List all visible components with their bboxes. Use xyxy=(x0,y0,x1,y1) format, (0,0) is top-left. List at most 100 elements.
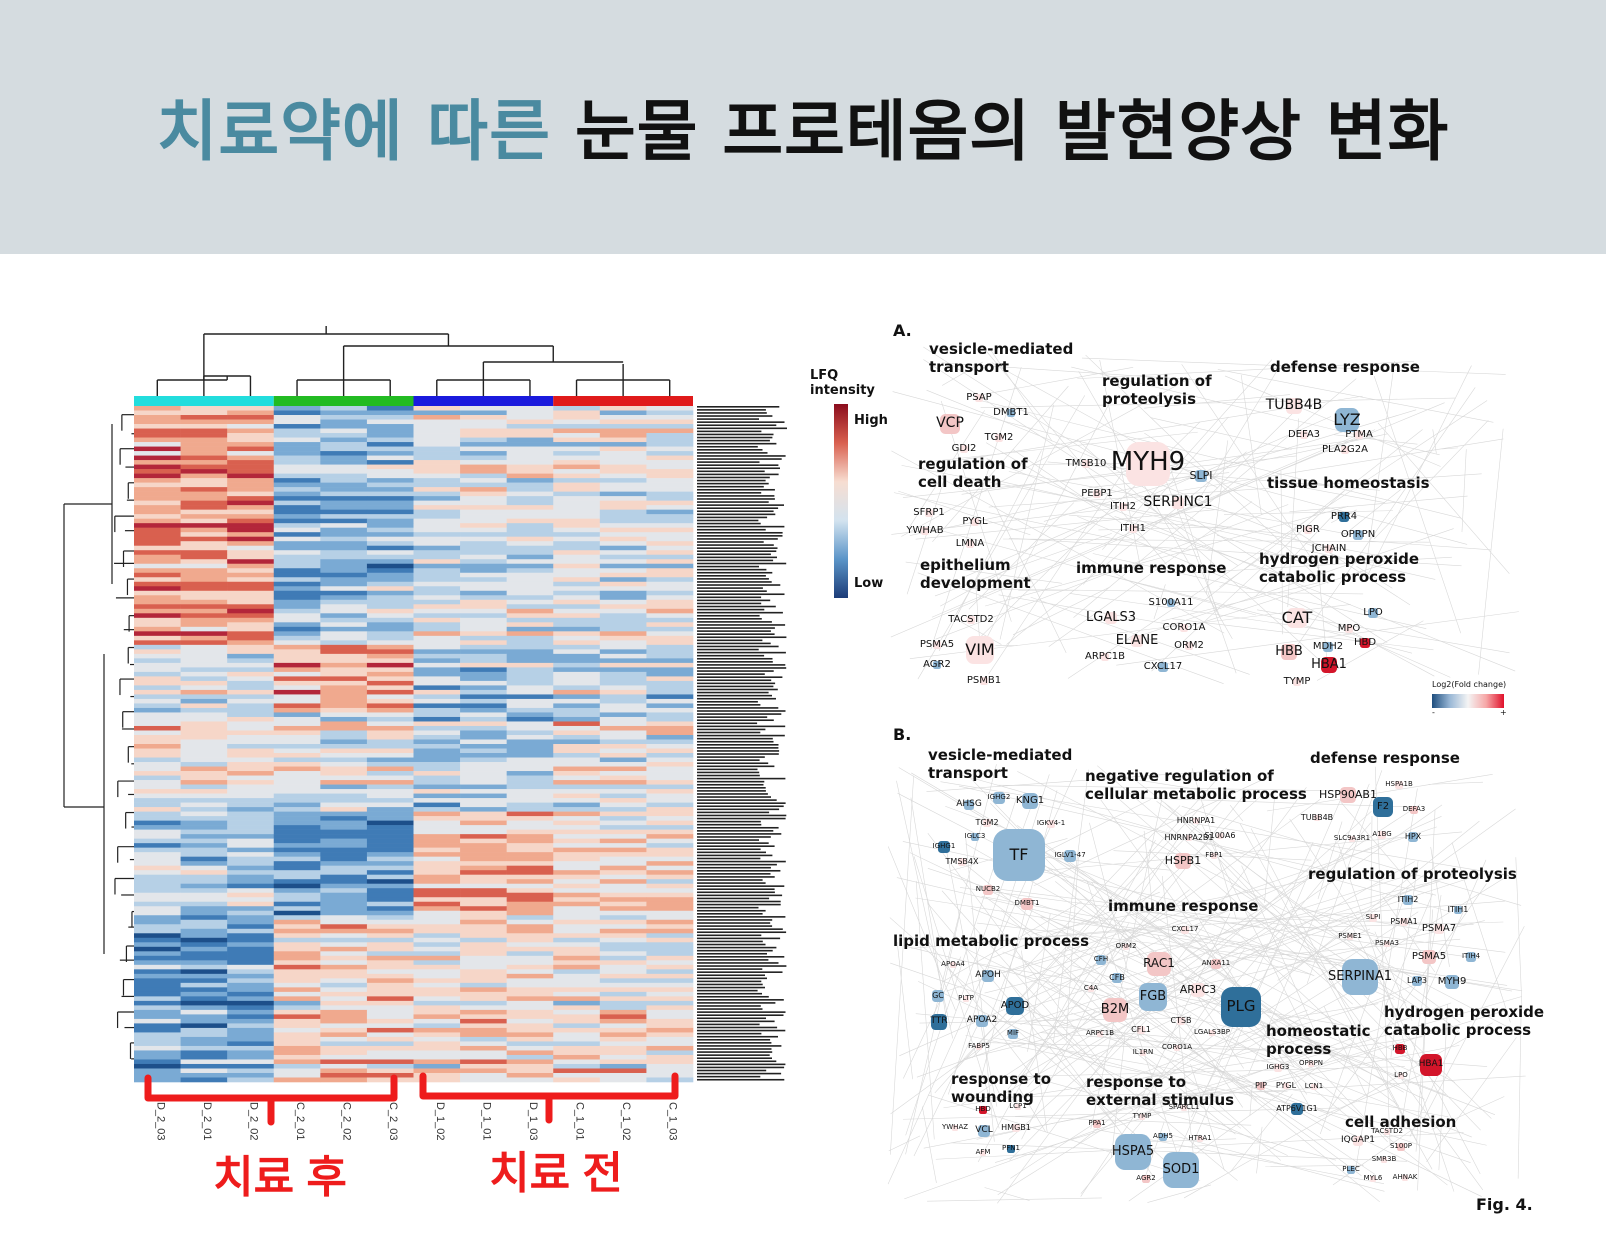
row-label-mark xyxy=(697,928,783,930)
heatmap-cell xyxy=(460,446,507,452)
heatmap-cell xyxy=(320,870,368,875)
network-edge xyxy=(1515,857,1523,1010)
network-edge xyxy=(941,890,1087,1054)
heatmap-cell xyxy=(366,811,414,817)
heatmap-cell xyxy=(366,874,414,880)
heatmap-cell xyxy=(599,424,647,429)
heatmap-cell xyxy=(460,861,507,866)
heatmap-cell xyxy=(134,487,181,492)
heatmap-cell xyxy=(366,437,414,443)
row-label-mark xyxy=(697,1020,775,1023)
panel-b-node xyxy=(1088,986,1094,992)
heatmap-cell xyxy=(599,897,647,903)
network-edge xyxy=(1009,1019,1148,1161)
row-label-mark xyxy=(697,704,761,706)
heatmap-cell xyxy=(366,586,414,592)
network-edge xyxy=(1143,830,1153,906)
heatmap-cell xyxy=(460,843,507,848)
row-label-mark xyxy=(697,700,758,703)
heatmap-cell xyxy=(646,667,694,673)
heatmap-cell xyxy=(460,1050,507,1056)
heatmap-cell xyxy=(646,433,694,438)
heatmap-cell xyxy=(366,1072,414,1078)
panel-b-node xyxy=(983,819,991,827)
heatmap-cell xyxy=(180,608,228,614)
heatmap-cell xyxy=(599,608,647,614)
heatmap-cell xyxy=(413,676,461,682)
panel-a-node xyxy=(1304,526,1312,534)
row-label-mark xyxy=(697,873,771,875)
heatmap-cell xyxy=(413,883,461,889)
heatmap-cell xyxy=(134,676,181,682)
heatmap-cell xyxy=(273,1068,321,1074)
panel-b-gene-label: HBB xyxy=(1392,1044,1408,1053)
heatmap-cell xyxy=(366,568,414,574)
heatmap-cell xyxy=(134,541,181,547)
heatmap-cell xyxy=(646,464,694,470)
panel-b-node xyxy=(1454,906,1462,914)
heatmap-cell xyxy=(553,982,601,988)
panel-b-node xyxy=(1186,835,1192,841)
row-label-mark xyxy=(697,565,759,568)
heatmap-cell xyxy=(366,433,414,438)
row-label-mark xyxy=(697,857,761,860)
heatmap-cell xyxy=(460,644,507,650)
network-edge xyxy=(1002,975,1134,1111)
heatmap-cell xyxy=(320,829,368,835)
heatmap-cell xyxy=(413,856,461,862)
heatmap-cell xyxy=(599,1018,647,1024)
heatmap-cell xyxy=(646,577,694,583)
panel-b-gene-label: IL1RN xyxy=(1132,1048,1154,1057)
network-edge xyxy=(1181,806,1522,906)
heatmap-cell xyxy=(134,811,181,817)
heatmap-cell xyxy=(506,888,554,894)
heatmap-cell xyxy=(413,784,461,790)
heatmap-cell xyxy=(320,631,368,637)
heatmap-cell xyxy=(599,644,647,650)
heatmap-cell xyxy=(134,865,181,871)
row-label-mark xyxy=(697,799,777,801)
panel-a-gene-label: PRR4 xyxy=(1330,510,1358,522)
heatmap-cell xyxy=(599,870,647,875)
heatmap-cell xyxy=(506,937,554,943)
heatmap-cell xyxy=(366,1054,414,1060)
heatmap-cell xyxy=(227,716,275,722)
heatmap-cell xyxy=(320,757,368,763)
heatmap-cell xyxy=(366,865,414,871)
heatmap-cell xyxy=(366,1014,414,1020)
heatmap-cell xyxy=(599,784,647,790)
heatmap-cell xyxy=(180,500,228,506)
heatmap-cell xyxy=(180,730,228,736)
heatmap-cell xyxy=(599,527,647,533)
network-edge xyxy=(1231,1013,1496,1115)
panel-b-node xyxy=(1395,781,1403,789)
heatmap-cell xyxy=(646,897,694,903)
heatmap-cell xyxy=(134,847,181,853)
heatmap-cell xyxy=(553,491,601,497)
panel-b-node xyxy=(1147,952,1171,976)
network-edge xyxy=(1116,611,1519,666)
heatmap-cell xyxy=(227,577,275,583)
heatmap-cell xyxy=(180,541,228,547)
heatmap-cell xyxy=(366,771,414,776)
heatmap-cell xyxy=(506,847,554,853)
network-edge xyxy=(1018,805,1181,976)
heatmap-cell xyxy=(460,559,507,565)
heatmap-cell xyxy=(646,419,694,425)
panel-b-node xyxy=(1402,1175,1408,1181)
heatmap-cell xyxy=(460,550,507,556)
heatmap-cell xyxy=(320,798,368,803)
heatmap-cell xyxy=(599,955,647,961)
panel-a-gene-label: PEBP1 xyxy=(1081,487,1113,499)
heatmap-cell xyxy=(553,771,601,776)
heatmap-cell xyxy=(273,590,321,596)
panel-a-gene-label: OPRPN xyxy=(1340,528,1376,540)
row-label-mark xyxy=(697,578,769,580)
heatmap-cell xyxy=(460,676,507,682)
heatmap-cell xyxy=(134,748,181,754)
heatmap-cell xyxy=(460,892,507,898)
heatmap-cell xyxy=(273,428,321,434)
heatmap-cell xyxy=(646,1023,694,1029)
row-label-mark xyxy=(697,676,783,678)
heatmap-cell xyxy=(180,762,228,767)
